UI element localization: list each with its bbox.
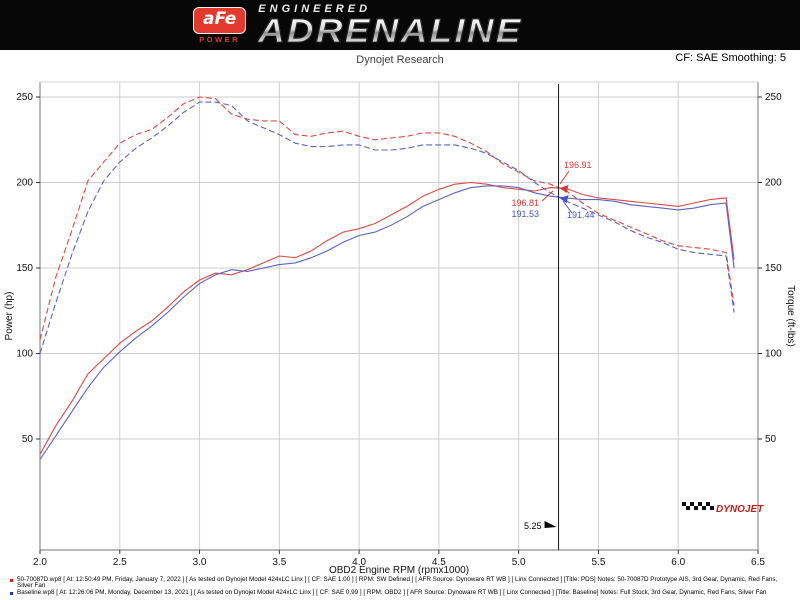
svg-text:150: 150 — [765, 263, 782, 274]
svg-text:5.5: 5.5 — [591, 557, 605, 568]
red-cursor-marker-icon — [559, 184, 569, 193]
afe-logo-text: aFe — [193, 6, 247, 34]
smoothing-label: CF: SAE Smoothing: 5 — [675, 52, 786, 64]
right-axis-title: Torque (ft-lbs) — [785, 285, 796, 347]
dyno-chart: 2.0 2.5 3.0 3.5 4.0 4.5 5.0 5.5 6.0 6.5 50 50 100 100… — [0, 70, 800, 576]
axis-ticks — [36, 96, 762, 554]
blue-run-bullet — [10, 591, 13, 595]
svg-text:5.0: 5.0 — [512, 557, 526, 568]
svg-text:2.0: 2.0 — [33, 557, 47, 568]
run-legend: 50-70087D.wp8 [ At: 12:50:49 PM, Friday,… — [0, 575, 800, 600]
svg-text:3.5: 3.5 — [272, 557, 286, 568]
plot-border — [39, 81, 759, 551]
curve-2 — [39, 96, 735, 340]
blue-run-description: Baseline.wp8 [ At: 12:26:06 PM, Monday, … — [17, 588, 767, 596]
cursor-rpm-label: 5.25 — [524, 521, 542, 531]
svg-text:200: 200 — [16, 178, 33, 189]
svg-text:100: 100 — [16, 349, 33, 360]
curve-0 — [39, 181, 735, 455]
svg-text:196.81: 196.81 — [511, 198, 539, 208]
brand-wordmark: ENGINEERED ADRENALINE — [258, 3, 521, 48]
svg-text:4.0: 4.0 — [352, 557, 366, 568]
svg-text:3.0: 3.0 — [193, 557, 207, 568]
cursor-arrow-icon — [544, 521, 557, 528]
x-axis-title: OBD2 Engine RPM (rpmx1000) — [329, 565, 469, 575]
axis-labels: 2.0 2.5 3.0 3.5 4.0 4.5 5.0 5.5 6.0 6.5 50 50 100 100… — [4, 92, 796, 576]
brand-banner: aFe POWER ENGINEERED ADRENALINE — [0, 0, 800, 50]
svg-text:191.44: 191.44 — [567, 210, 595, 220]
curve-1 — [39, 185, 735, 460]
brand-engineered-text: ENGINEERED — [258, 3, 372, 16]
afe-logo-subtext: POWER — [199, 34, 241, 44]
svg-text:DYNOJET: DYNOJET — [716, 504, 764, 515]
left-axis-title: Power (hp) — [4, 292, 15, 341]
red-run-bullet — [10, 579, 13, 582]
cursor[interactable]: 5.25 — [524, 84, 569, 550]
dyno-curves — [39, 96, 735, 460]
svg-text:100: 100 — [765, 349, 782, 360]
chart-source-label: Dynojet Research — [356, 54, 444, 66]
svg-text:2.5: 2.5 — [113, 557, 127, 568]
svg-text:50: 50 — [22, 434, 34, 445]
svg-text:191.53: 191.53 — [511, 209, 539, 219]
curve-3 — [39, 101, 735, 354]
svg-text:196.91: 196.91 — [564, 160, 592, 170]
dynojet-logo: DYNOJET — [682, 502, 764, 515]
svg-text:6.0: 6.0 — [671, 557, 685, 568]
red-run-description: 50-70087D.wp8 [ At: 12:50:49 PM, Friday,… — [17, 576, 778, 590]
svg-text:250: 250 — [765, 92, 782, 103]
brand-adrenaline-text: ADRENALINE — [258, 12, 524, 50]
svg-text:50: 50 — [765, 434, 777, 445]
legend-entry-red: 50-70087D.wp8 [ At: 12:50:49 PM, Friday,… — [10, 576, 794, 590]
dyno-chart-canvas[interactable]: 2.0 2.5 3.0 3.5 4.0 4.5 5.0 5.5 6.0 6.5 50 50 100 100… — [0, 70, 800, 576]
svg-text:4.5: 4.5 — [432, 557, 446, 568]
chart-header: Dynojet Research CF: SAE Smoothing: 5 — [0, 50, 800, 70]
blue-cursor-marker-icon — [559, 195, 569, 204]
svg-text:150: 150 — [16, 263, 33, 274]
svg-text:6.5: 6.5 — [751, 557, 765, 568]
afe-power-logo: aFe POWER — [193, 6, 247, 44]
svg-text:200: 200 — [765, 178, 782, 189]
legend-entry-blue: Baseline.wp8 [ At: 12:26:06 PM, Monday, … — [10, 588, 794, 596]
gridlines — [40, 82, 758, 550]
svg-text:250: 250 — [16, 92, 33, 103]
